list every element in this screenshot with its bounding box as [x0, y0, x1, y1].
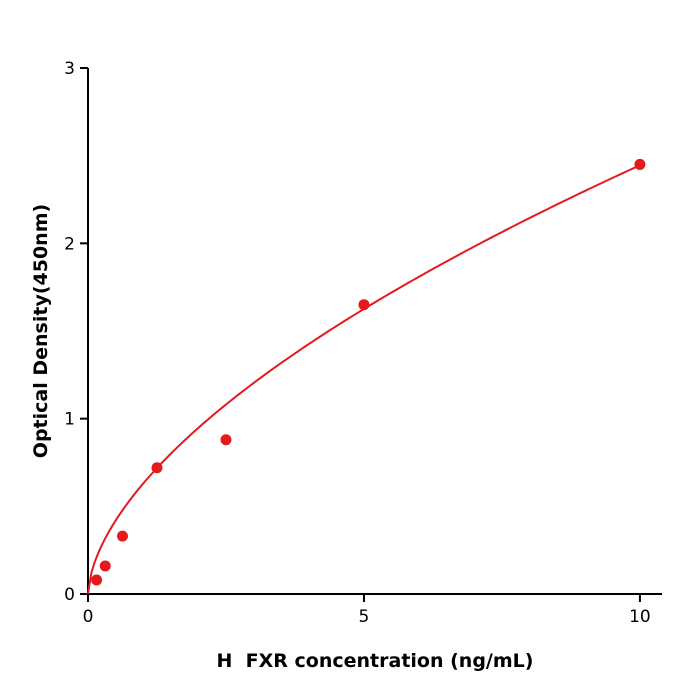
data-point	[220, 434, 232, 446]
x-tick-label: 5	[359, 607, 370, 627]
data-point	[91, 574, 103, 586]
data-point	[634, 158, 646, 170]
y-tick-label: 2	[64, 234, 75, 254]
x-axis-label: H FXR concentration (ng/mL)	[216, 650, 534, 672]
y-tick-label: 3	[64, 59, 75, 79]
fit-curve	[87, 164, 641, 595]
data-point	[358, 299, 370, 311]
data-point	[99, 560, 111, 572]
x-tick-label: 10	[629, 607, 651, 627]
y-tick-label: 1	[64, 410, 75, 430]
y-axis-label: Optical Density(450nm)	[30, 203, 52, 459]
data-point	[116, 530, 128, 542]
x-tick-label: 0	[83, 607, 94, 627]
y-tick-label: 0	[64, 585, 75, 605]
data-point	[151, 462, 163, 474]
